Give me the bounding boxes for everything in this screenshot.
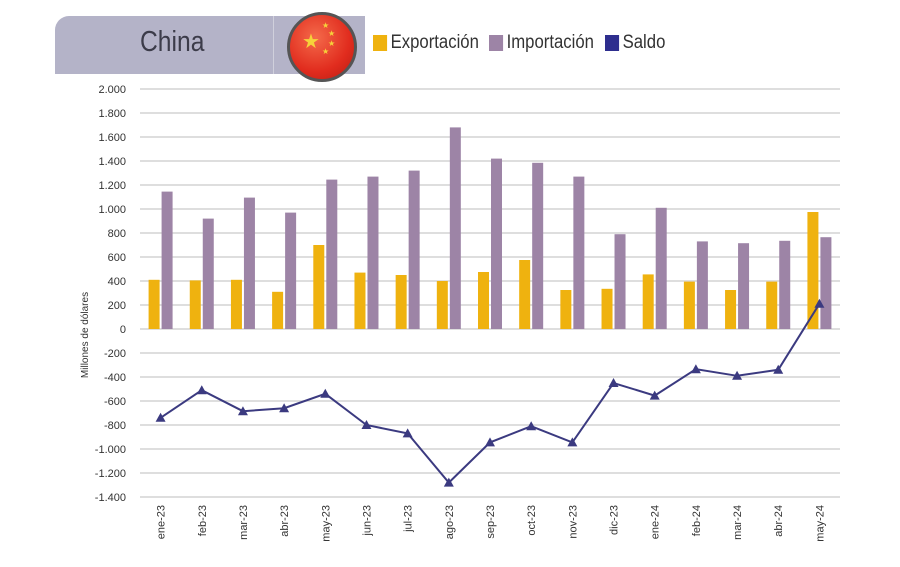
bar-importacion	[285, 212, 297, 329]
bar-exportacion	[601, 288, 613, 329]
bar-exportacion	[478, 272, 489, 329]
point-saldo	[649, 390, 660, 400]
y-tick-label: -1.200	[95, 468, 126, 480]
legend: Exportación Importación Saldo	[373, 32, 665, 54]
point-saldo	[526, 421, 537, 431]
bar-importacion	[367, 176, 379, 329]
x-tick-label: abr-23	[279, 505, 291, 537]
x-tick-label: mar-23	[238, 505, 250, 540]
point-saldo	[814, 298, 825, 308]
point-saldo	[155, 412, 166, 422]
point-saldo	[361, 420, 372, 429]
x-tick-label: ene-24	[650, 505, 662, 539]
y-tick-label: -200	[104, 348, 126, 360]
bar-exportacion	[395, 275, 407, 329]
bar-exportacion	[642, 274, 654, 329]
y-tick-label: 800	[108, 228, 126, 240]
point-saldo	[608, 378, 619, 387]
point-saldo	[567, 437, 578, 447]
bar-exportacion	[148, 279, 160, 329]
bar-importacion	[243, 197, 255, 329]
y-tick-label: 1.800	[98, 108, 126, 120]
y-tick-label: 1.000	[98, 204, 126, 216]
x-tick-label: feb-23	[197, 505, 209, 536]
bar-importacion	[491, 158, 502, 329]
y-tick-label: -1.000	[95, 444, 126, 456]
x-tick-label: jun-23	[361, 505, 373, 537]
x-tick-label: ago-23	[444, 505, 456, 539]
chart-title: China	[140, 26, 205, 58]
point-saldo	[485, 437, 495, 447]
point-saldo	[402, 428, 413, 438]
x-tick-label: may-24	[814, 505, 826, 542]
bar-exportacion	[725, 290, 737, 329]
y-tick-label: -400	[104, 372, 126, 384]
bar-importacion	[738, 243, 750, 329]
legend-item-saldo: Saldo	[604, 32, 666, 54]
bar-importacion	[532, 162, 544, 329]
point-saldo	[732, 370, 743, 380]
y-axis-label: Millones de dólares	[80, 292, 91, 378]
bar-importacion	[614, 234, 626, 329]
legend-item-exportacion: Exportación	[373, 32, 479, 54]
bar-exportacion	[683, 281, 695, 329]
bar-importacion	[779, 240, 791, 329]
china-flag-icon: ★ ★ ★ ★ ★	[287, 12, 357, 82]
x-tick-label: jul-23	[403, 505, 415, 533]
bar-importacion	[408, 170, 420, 329]
line-saldo	[160, 303, 821, 485]
y-tick-label: -600	[104, 396, 126, 408]
point-saldo	[279, 403, 290, 413]
y-tick-label: 2.000	[98, 84, 126, 96]
x-tick-label: feb-24	[691, 505, 703, 536]
y-tick-label: -800	[104, 420, 126, 432]
bar-importacion	[326, 179, 338, 329]
point-saldo	[196, 385, 207, 395]
legend-label: Importación	[506, 32, 595, 53]
bar-importacion	[449, 127, 461, 330]
bar-importacion	[161, 191, 173, 329]
x-tick-label: mar-24	[732, 505, 744, 540]
bar-exportacion	[807, 212, 819, 329]
bar-exportacion	[230, 279, 242, 329]
bar-importacion	[820, 237, 832, 329]
y-tick-label: 1.600	[98, 132, 126, 144]
point-saldo	[237, 406, 248, 416]
y-tick-label: 600	[108, 252, 126, 264]
y-tick-label: 1.400	[98, 156, 126, 168]
bar-exportacion	[766, 281, 778, 329]
x-tick-label: sep-23	[485, 505, 497, 539]
point-saldo	[773, 364, 784, 374]
y-tick-label: 200	[108, 300, 126, 312]
x-tick-label: oct-23	[526, 505, 538, 536]
bar-importacion	[655, 207, 667, 329]
point-saldo	[443, 477, 454, 487]
y-tick-label: 400	[108, 276, 126, 288]
x-tick-label: nov-23	[567, 505, 579, 539]
bar-importacion	[202, 218, 214, 329]
x-tick-label: dic-23	[609, 505, 621, 535]
point-saldo	[320, 388, 331, 398]
point-saldo	[690, 364, 701, 374]
legend-item-importacion: Importación	[489, 32, 594, 54]
bar-exportacion	[436, 281, 448, 329]
bar-importacion	[573, 176, 585, 329]
y-tick-label: -1.400	[95, 492, 126, 504]
x-tick-label: ene-23	[156, 505, 168, 539]
bar-exportacion	[560, 290, 572, 329]
y-tick-label: 0	[120, 324, 126, 336]
y-tick-label: 1.200	[98, 180, 126, 192]
legend-label: Exportación	[390, 32, 479, 53]
x-tick-label: may-23	[320, 505, 332, 542]
bar-exportacion	[272, 291, 284, 329]
bar-exportacion	[354, 272, 366, 329]
x-tick-label: abr-24	[773, 505, 785, 537]
bar-exportacion	[189, 280, 201, 329]
bar-exportacion	[313, 245, 325, 329]
bar-importacion	[696, 241, 708, 329]
bar-exportacion	[519, 260, 531, 329]
legend-label: Saldo	[622, 32, 666, 53]
